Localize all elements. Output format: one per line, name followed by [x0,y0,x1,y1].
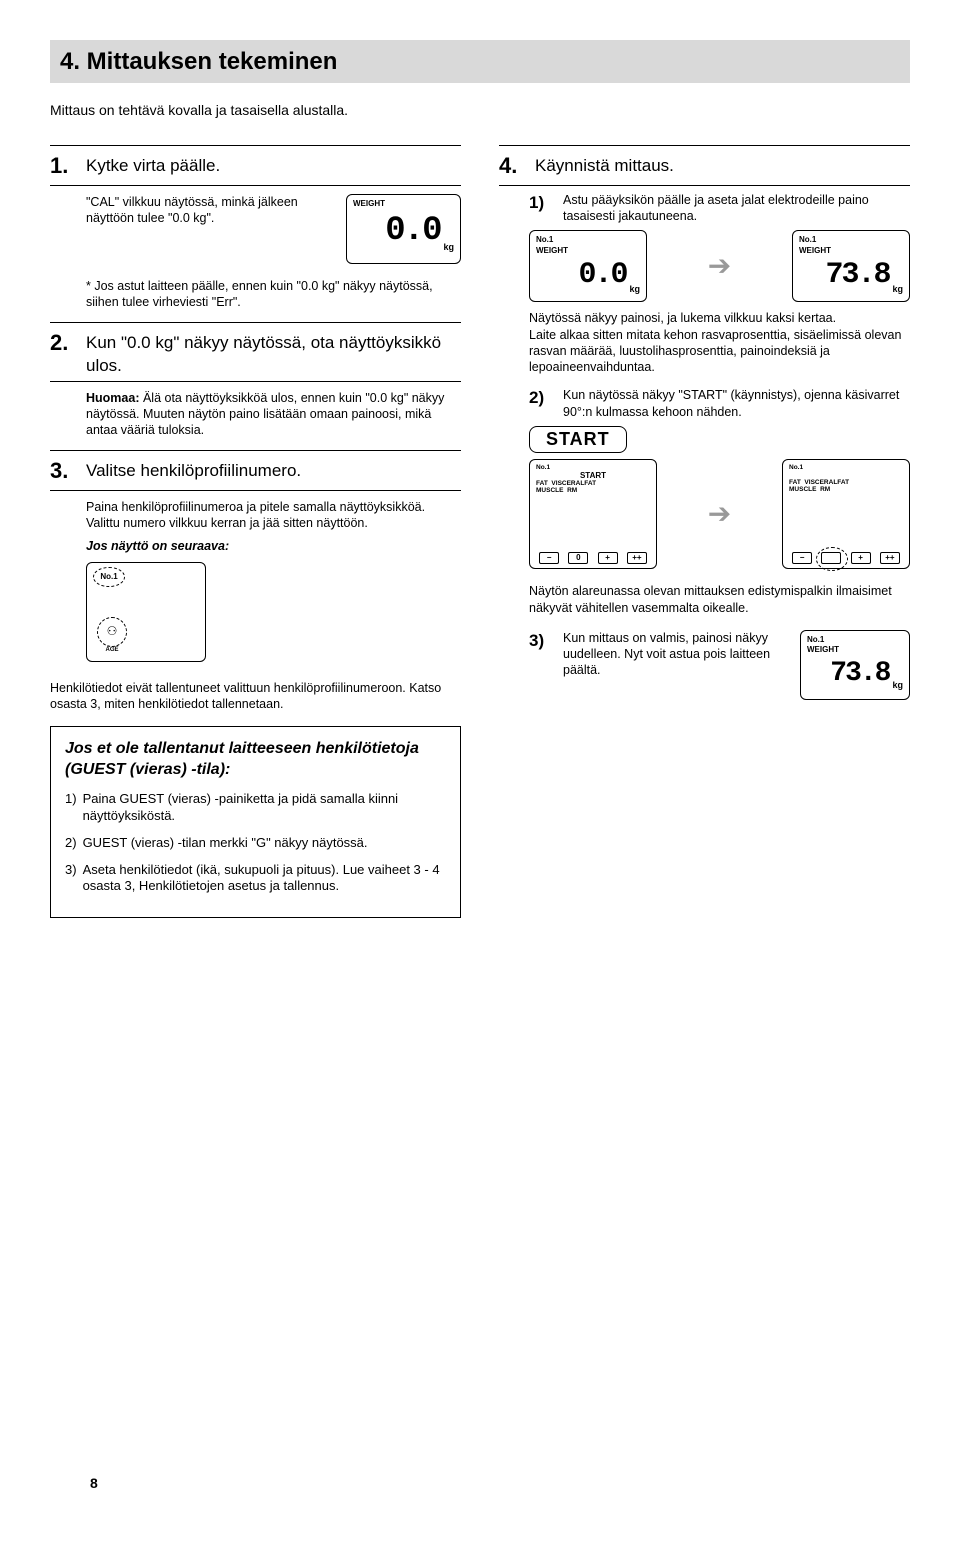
step3-para1: Paina henkilöprofiilinumeroa ja pitele s… [86,499,461,532]
step3-number: 3. [50,457,76,486]
lcd-btn-plusplus: ++ [627,552,647,564]
dashed-no-indicator: No.1 [93,567,125,587]
lcd-digits: 0.0 [385,209,440,253]
list-text: GUEST (vieras) -tilan merkki "G" näkyy n… [83,835,368,852]
guest-box-title: Jos et ole tallentanut laitteeseen henki… [65,739,446,781]
intro-text: Mittaus on tehtävä kovalla ja tasaisella… [50,101,910,119]
guest-item-2: 2) GUEST (vieras) -tilan merkki "G" näky… [65,835,446,852]
sub2-number: 2) [529,387,553,409]
lcd-btn-plusplus: ++ [880,552,900,564]
sub1-number: 1) [529,192,553,214]
lcd-unit: kg [892,284,903,296]
lcd-no: No.1 [799,235,831,245]
lcd-start-b: No.1 FAT VISCERALFAT MUSCLE RM − + ++ [782,459,910,569]
lcd-sub1-a: No.1 WEIGHT 0.0 kg [529,230,647,302]
lcd-btn-zero [821,552,841,564]
step4-number: 4. [499,152,525,181]
arrow-icon: ➔ [708,248,731,284]
lcd-btn-zero: 0 [568,552,588,564]
sub2-after: Näytön alareunassa olevan mittauksen edi… [529,583,910,616]
lcd-digits: 73.8 [825,256,889,295]
lcd-unit: kg [629,284,640,296]
lcd-unit: kg [892,680,903,692]
step2-title: Kun "0.0 kg" näkyy näytössä, ota näyttöy… [86,329,461,376]
lcd-muscle: MUSCLE [536,487,563,494]
list-num: 2) [65,835,77,852]
list-text: Paina GUEST (vieras) -painiketta ja pidä… [83,791,446,825]
guest-box: Jos et ole tallentanut laitteeseen henki… [50,726,461,918]
section-header: 4. Mittauksen tekeminen [50,40,910,83]
lcd-step3: No.1 ⚇ AGE [86,562,206,662]
age-label: AGE [97,647,127,655]
list-text: Aseta henkilötiedot (ikä, sukupuoli ja p… [83,862,446,896]
lcd-muscle: MUSCLE [789,486,816,493]
sub3-number: 3) [529,630,553,652]
lcd-unit: kg [443,242,454,254]
lcd-fat: FAT [536,480,548,487]
step1-desc: "CAL" vilkkuu näytössä, minkä jälkeen nä… [86,194,328,227]
lcd-start-a: No.1 START FAT VISCERALFAT MUSCLE RM − 0… [529,459,657,569]
list-num: 1) [65,791,77,825]
lcd-label: WEIGHT [353,199,385,209]
sub3-text: Kun mittaus on valmis, painosi näkyy uud… [563,630,790,700]
step2-note: Älä ota näyttöyksikköä ulos, ennen kuin … [86,391,444,438]
right-column: 4. Käynnistä mittaus. 1) Astu pääyksikön… [499,141,910,918]
sub1-after: Näytössä näkyy painosi, ja lukema vilkku… [529,310,910,375]
lcd-start-label: START [536,472,650,481]
sub2-text: Kun näytössä näkyy "START" (käynnistys),… [563,387,910,420]
note-label: Huomaa: [86,391,139,405]
lcd-btn-plus: + [598,552,618,564]
step1-footnote: * Jos astut laitteen päälle, ennen kuin … [86,278,461,311]
dashed-indicator [816,547,848,571]
arrow-icon: ➔ [708,496,731,532]
lcd-no: No.1 [807,635,839,645]
lcd-visc: VISCERALFAT [551,480,596,487]
left-column: 1. Kytke virta päälle. "CAL" vilkkuu näy… [50,141,461,918]
lcd-label: WEIGHT [799,246,831,256]
lcd-rm: RM [567,487,577,494]
lcd-no: No.1 [536,235,568,245]
lcd-fat: FAT [789,479,801,486]
lcd-digits: 0.0 [578,256,626,295]
lcd-btn-minus: − [539,552,559,564]
lcd-sub1-b: No.1 WEIGHT 73.8 kg [792,230,910,302]
step2-number: 2. [50,329,76,358]
lcd-step1: WEIGHT 0.0 kg [346,194,461,264]
step3-below: Henkilötiedot eivät tallentuneet valittu… [50,680,461,713]
step3-title: Valitse henkilöprofiilinumero. [86,457,301,482]
step1-number: 1. [50,152,76,181]
dashed-age-indicator: ⚇ [97,617,127,647]
lcd-no: No.1 [789,464,903,471]
lcd-btn-plus: + [851,552,871,564]
lcd-sub3: No.1 WEIGHT 73.8 kg [800,630,910,700]
step1-title: Kytke virta päälle. [86,152,220,177]
start-banner: START [529,426,627,453]
lcd-label: WEIGHT [807,645,839,655]
list-num: 3) [65,862,77,896]
lcd-rm: RM [820,486,830,493]
lcd-btn-minus: − [792,552,812,564]
page-number: 8 [90,1474,98,1492]
step4-title: Käynnistä mittaus. [535,152,674,177]
guest-item-1: 1) Paina GUEST (vieras) -painiketta ja p… [65,791,446,825]
lcd-visc: VISCERALFAT [804,479,849,486]
lcd-label: WEIGHT [536,246,568,256]
guest-item-3: 3) Aseta henkilötiedot (ikä, sukupuoli j… [65,862,446,896]
sub1-text: Astu pääyksikön päälle ja aseta jalat el… [563,192,910,225]
step3-para2: Jos näyttö on seuraava: [86,538,461,554]
lcd-digits: 73.8 [830,656,889,692]
